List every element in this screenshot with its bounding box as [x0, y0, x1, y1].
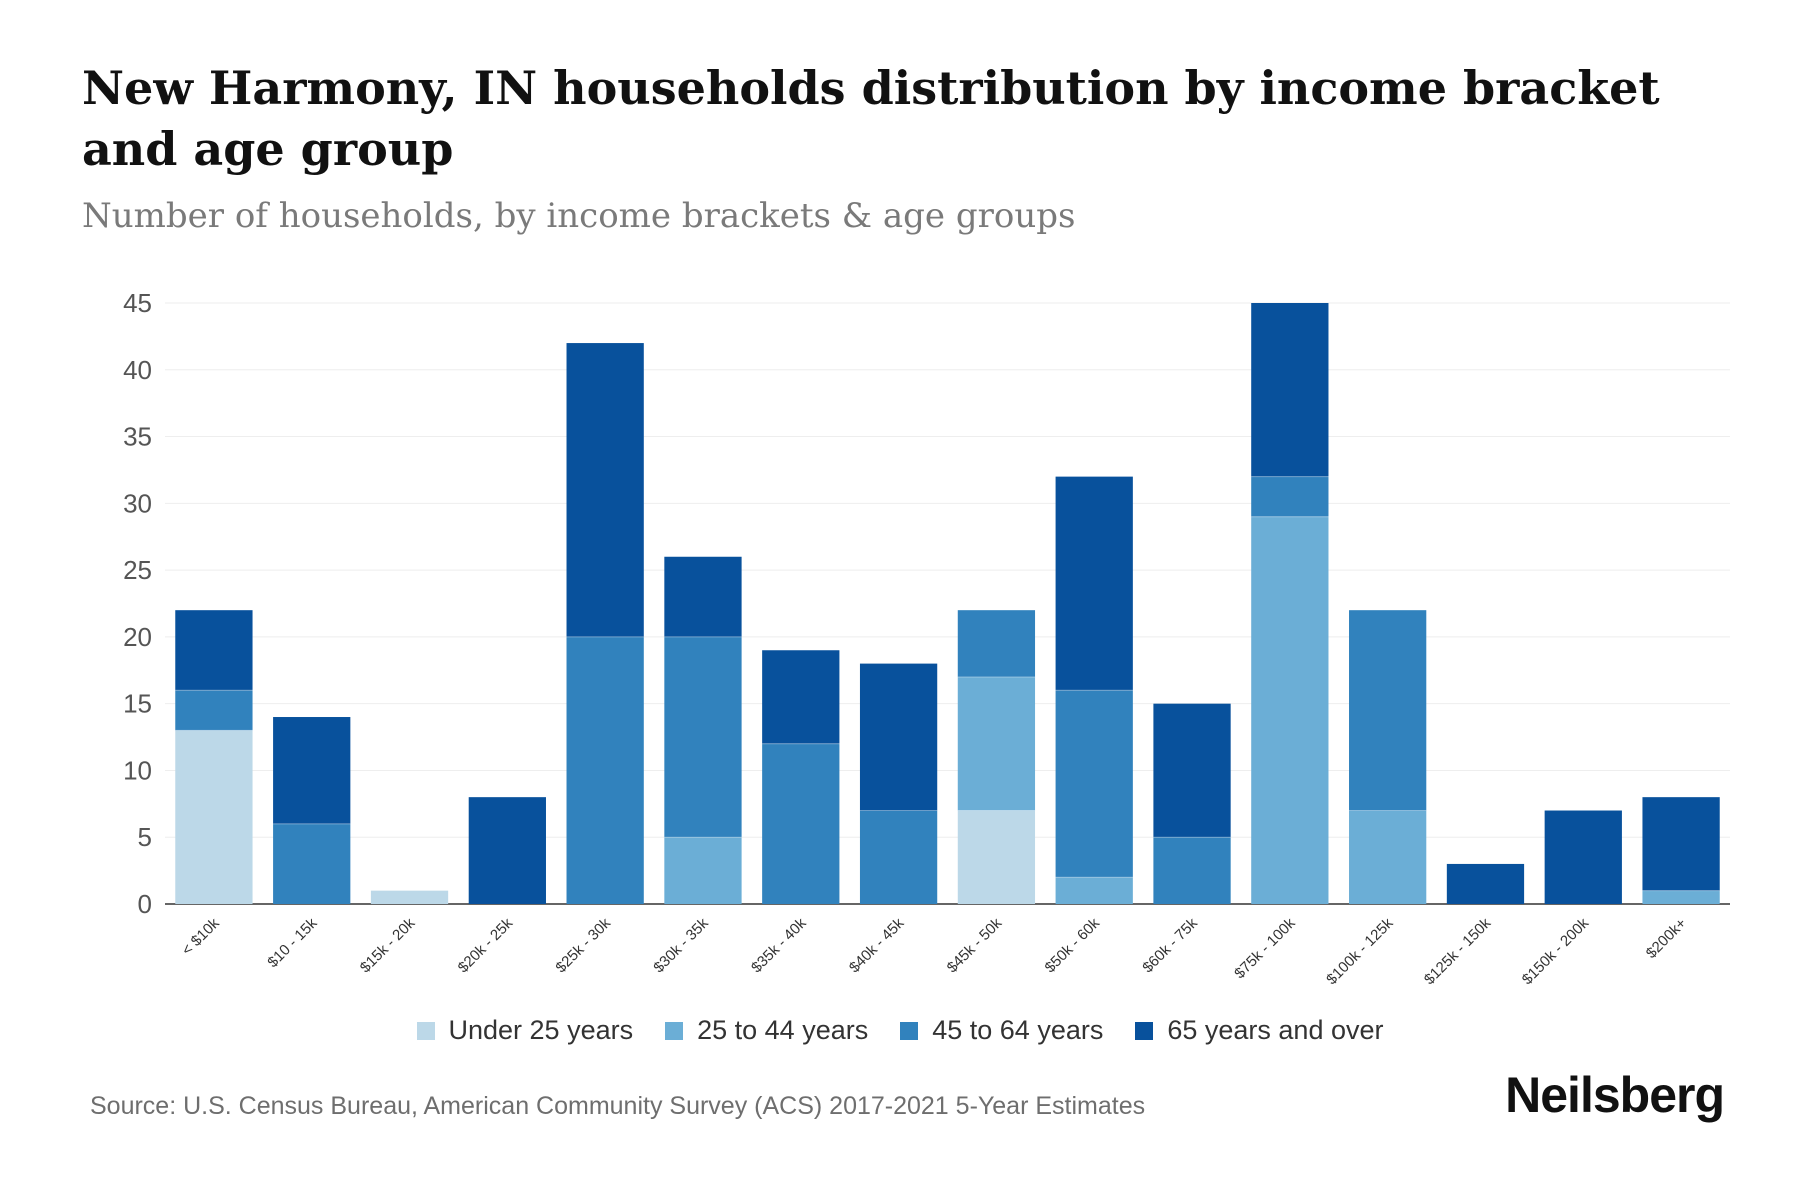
x-tick-label: $125k - 150k: [1421, 914, 1495, 988]
legend: Under 25 years 25 to 44 years 45 to 64 yea…: [0, 1015, 1800, 1046]
x-tick-label: $60k - 75k: [1139, 914, 1201, 976]
bar-segment: [1153, 837, 1231, 904]
bar-segment: [1055, 476, 1133, 691]
x-tick-label: $150k - 200k: [1519, 914, 1593, 988]
legend-swatch: [1135, 1021, 1154, 1040]
legend-label: 65 years and over: [1167, 1015, 1384, 1045]
x-tick-label: < $10k: [179, 914, 224, 959]
bar-segment: [273, 717, 351, 824]
bar-segment: [1251, 303, 1329, 477]
y-tick-label: 40: [123, 355, 152, 385]
bar-segment: [566, 343, 644, 637]
bar-segment: [1055, 690, 1133, 878]
x-tick-label: $35k - 40k: [748, 914, 810, 976]
bar-segment: [859, 810, 938, 904]
bar-segment: [1642, 797, 1720, 891]
x-tick-label: $200k+: [1643, 915, 1690, 962]
legend-swatch: [665, 1021, 684, 1040]
bar-segment: [566, 636, 644, 904]
y-axis-ticks: 0 5 10 15 20 25 30 35 40 45: [123, 288, 152, 919]
x-tick-label: $40k - 45k: [846, 914, 908, 976]
y-tick-label: 20: [123, 622, 152, 652]
bar-segment: [957, 676, 1036, 811]
x-tick-label: $20k - 25k: [455, 914, 517, 976]
x-tick-label: $15k - 20k: [357, 914, 419, 976]
bar-segment: [175, 690, 253, 731]
bar-segment: [1349, 610, 1427, 811]
legend-item: Under 25 years: [416, 1015, 634, 1046]
bar-segment: [859, 663, 938, 811]
bar-segment: [1446, 863, 1525, 904]
x-tick-label: $10 - 15k: [264, 914, 321, 971]
legend-label: 45 to 64 years: [932, 1015, 1104, 1045]
x-axis-labels: < $10k $10 - 15k $15k - 20k $20k - 25k $25k …: [179, 914, 1691, 988]
bar-segment: [468, 797, 546, 904]
bar-segment: [957, 810, 1036, 904]
chart-subtitle: Number of households, by income brackets…: [82, 196, 1076, 236]
legend-swatch: [416, 1021, 435, 1040]
y-tick-label: 5: [138, 822, 152, 852]
x-tick-label: $75k - 100k: [1231, 914, 1299, 982]
bar-segment: [1153, 703, 1231, 838]
bar-segment: [175, 730, 253, 904]
bar-segment: [664, 837, 742, 904]
legend-item: 65 years and over: [1135, 1015, 1384, 1046]
x-tick-label: $25k - 30k: [552, 914, 614, 976]
chart-title: New Harmony, IN households distribution …: [82, 61, 1660, 176]
legend-swatch: [900, 1021, 919, 1040]
bar-segment: [1544, 810, 1622, 904]
legend-item: 45 to 64 years: [900, 1015, 1103, 1046]
bar-segment: [273, 823, 351, 904]
y-tick-label: 15: [123, 689, 152, 719]
bar-segment: [664, 636, 742, 838]
legend-label: Under 25 years: [448, 1015, 634, 1045]
bar-segment: [664, 556, 742, 637]
bar-segment: [370, 890, 449, 904]
stacked-bar-chart: 0 5 10 15 20 25 30 35 40 45 < $10k $10 - 15k $15k -…: [123, 288, 1730, 988]
bars: [175, 303, 1720, 904]
grid-lines: [165, 302, 1730, 905]
bar-segment: [1349, 810, 1427, 904]
x-tick-label: $45k - 50k: [944, 914, 1006, 976]
bar-segment: [1055, 877, 1133, 904]
y-tick-label: 25: [123, 555, 152, 585]
y-tick-label: 10: [123, 755, 152, 785]
bar-segment: [762, 650, 840, 744]
legend-item: 25 to 44 years: [665, 1015, 868, 1046]
source-note: Source: U.S. Census Bureau, American Com…: [90, 1092, 1146, 1120]
bar-segment: [957, 610, 1036, 677]
brand-logo: Neilsberg: [1505, 1067, 1725, 1123]
bar-segment: [1642, 890, 1720, 904]
y-tick-label: 45: [123, 288, 152, 318]
x-tick-label: $50k - 60k: [1041, 914, 1103, 976]
bar-segment: [1251, 476, 1329, 517]
y-tick-label: 35: [123, 422, 152, 452]
bar-segment: [762, 743, 840, 904]
bar-segment: [175, 610, 253, 691]
y-tick-label: 0: [138, 889, 152, 919]
bar-segment: [1251, 516, 1329, 904]
x-tick-label: $30k - 35k: [650, 914, 712, 976]
y-tick-label: 30: [123, 488, 152, 518]
legend-label: 25 to 44 years: [697, 1015, 869, 1045]
x-tick-label: $100k - 125k: [1323, 914, 1397, 988]
